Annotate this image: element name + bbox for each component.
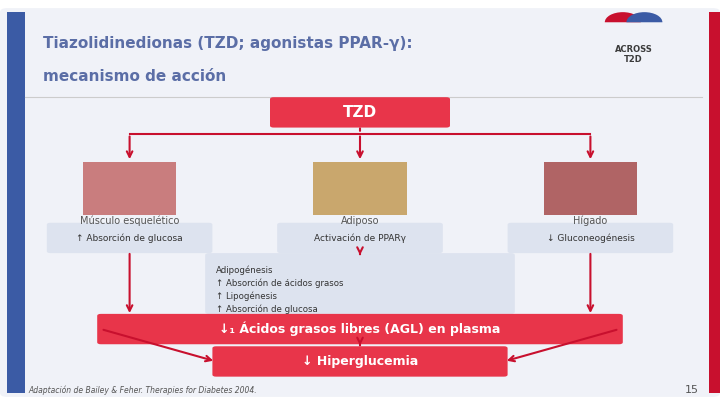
FancyBboxPatch shape (205, 253, 515, 314)
Text: ↑ Absorción de ácidos grasos: ↑ Absorción de ácidos grasos (216, 278, 343, 288)
Bar (313, 162, 407, 215)
Text: ↓₁ Ácidos grasos libres (AGL) en plasma: ↓₁ Ácidos grasos libres (AGL) en plasma (220, 322, 500, 336)
Text: ACROSS
T2D: ACROSS T2D (615, 45, 652, 64)
FancyBboxPatch shape (47, 223, 212, 253)
Text: Músculo esquelético: Músculo esquelético (80, 215, 179, 226)
Text: ↓ Gluconeogénesis: ↓ Gluconeogénesis (546, 233, 634, 243)
Wedge shape (605, 12, 641, 22)
Text: ↑ Lipogénesis: ↑ Lipogénesis (216, 291, 277, 301)
FancyBboxPatch shape (212, 346, 508, 377)
Bar (83, 162, 176, 215)
Text: Activación de PPARγ: Activación de PPARγ (314, 233, 406, 243)
FancyBboxPatch shape (97, 314, 623, 344)
Text: Adiposo: Adiposo (341, 216, 379, 226)
Text: TZD: TZD (343, 105, 377, 120)
FancyBboxPatch shape (277, 223, 443, 253)
Text: Tiazolidinedionas (TZD; agonistas PPAR-γ):: Tiazolidinedionas (TZD; agonistas PPAR-γ… (43, 36, 413, 51)
FancyBboxPatch shape (0, 8, 720, 397)
Text: ↓ Hiperglucemia: ↓ Hiperglucemia (302, 355, 418, 368)
Text: ↑ Absorción de glucosa: ↑ Absorción de glucosa (76, 233, 183, 243)
Text: mecanismo de acción: mecanismo de acción (43, 69, 227, 84)
Text: Adaptación de Bailey & Feher. Therapies for Diabetes 2004.: Adaptación de Bailey & Feher. Therapies … (29, 386, 258, 395)
Text: Adipogénesis: Adipogénesis (216, 265, 274, 275)
Bar (709, 12, 720, 393)
Bar (544, 162, 637, 215)
FancyBboxPatch shape (270, 97, 450, 128)
Text: 15: 15 (685, 385, 698, 395)
Wedge shape (626, 12, 662, 22)
Text: Hígado: Hígado (573, 215, 608, 226)
Bar (7, 12, 25, 393)
FancyBboxPatch shape (508, 223, 673, 253)
Text: ↑ Absorción de glucosa: ↑ Absorción de glucosa (216, 304, 318, 313)
